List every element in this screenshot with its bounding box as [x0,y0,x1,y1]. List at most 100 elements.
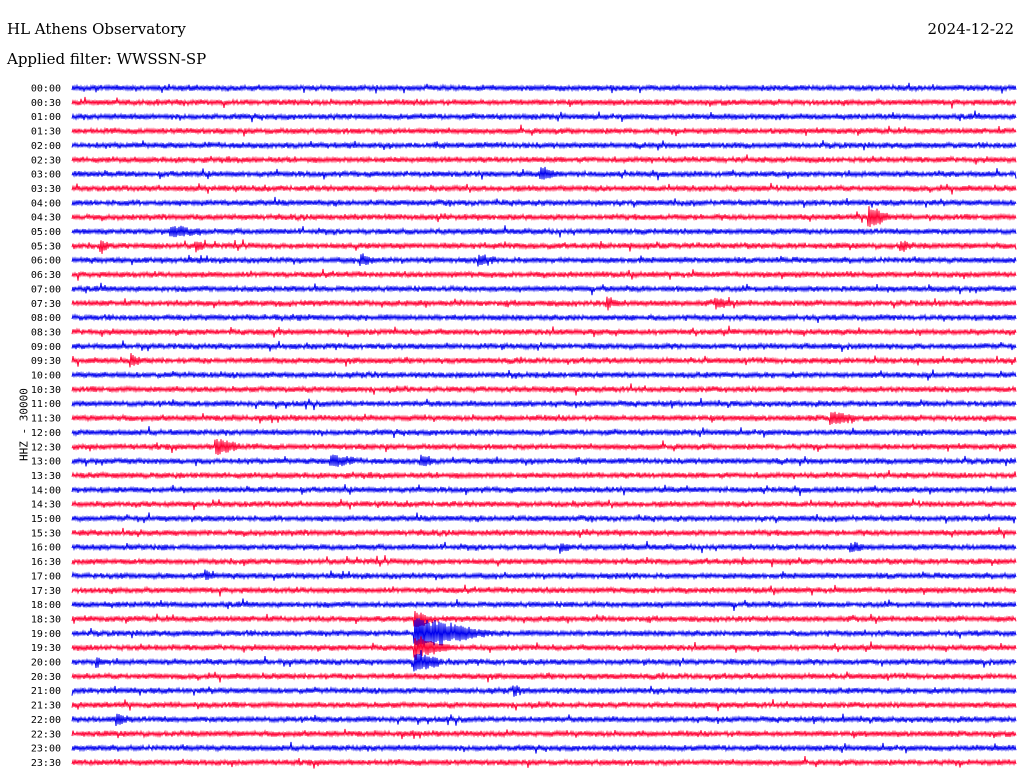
seismic-trace [71,239,1017,254]
row-time-label: 11:00 [31,399,61,410]
row-time-label: 04:30 [31,213,61,224]
seismic-trace [71,196,1017,208]
row-time-label: 20:00 [31,658,61,669]
row-time-label: 08:00 [31,313,61,324]
seismic-trace [71,268,1017,281]
row-time-label: 16:00 [31,543,61,554]
row-time-label: 02:30 [31,155,61,166]
row-time-label: 02:00 [31,141,61,152]
seismic-trace [71,353,1017,368]
seismic-trace [71,166,1017,181]
seismic-trace [71,325,1017,338]
seismic-trace [71,618,1017,649]
row-time-label: 13:00 [31,457,61,468]
row-time-label: 06:30 [31,270,61,281]
row-time-label: 01:00 [31,112,61,123]
row-time-label: 03:00 [31,170,61,181]
seismic-trace [71,154,1017,165]
row-time-label: 17:30 [31,586,61,597]
seismic-trace [71,470,1017,481]
row-time-label: 18:00 [31,600,61,611]
row-time-label: 01:30 [31,127,61,138]
row-time-label: 12:30 [31,442,61,453]
filter-label: Applied filter: WWSSN-SP [7,50,207,68]
seismic-trace [71,426,1017,438]
row-time-label: 15:00 [31,514,61,525]
seismic-trace [71,555,1017,568]
row-time-label: 11:30 [31,414,61,425]
seismic-trace [71,282,1017,296]
row-time-label: 23:00 [31,744,61,755]
row-time-label: 09:00 [31,342,61,353]
seismic-trace [71,124,1017,137]
row-time-label: 10:00 [31,371,61,382]
seismic-trace [71,206,1017,228]
date-label: 2024-12-22 [927,20,1014,38]
row-time-label: 07:30 [31,299,61,310]
seismic-trace [71,369,1017,381]
seismic-trace [71,313,1017,323]
seismic-trace [71,411,1017,425]
row-time-label: 19:00 [31,629,61,640]
seismic-trace [71,383,1017,396]
seismic-trace [71,225,1017,238]
seismic-trace [71,110,1017,123]
seismic-trace [71,598,1017,611]
row-time-label: 22:30 [31,729,61,740]
row-time-label: 08:30 [31,327,61,338]
row-time-label: 22:00 [31,715,61,726]
row-time-label: 23:30 [31,758,61,769]
row-time-label: 04:00 [31,198,61,209]
row-time-label: 06:00 [31,256,61,267]
row-time-label: 14:30 [31,500,61,511]
seismic-trace [71,96,1017,109]
seismic-trace [71,636,1017,661]
seismic-trace [71,82,1017,94]
seismic-trace [71,713,1017,727]
row-time-label: 16:30 [31,557,61,568]
seismic-trace [71,699,1017,712]
row-time-label: 21:30 [31,701,61,712]
seismic-trace [71,484,1017,497]
row-time-label: 05:30 [31,241,61,252]
row-time-label: 18:30 [31,614,61,625]
seismic-trace [71,498,1017,511]
seismic-trace [71,728,1017,740]
seismic-trace [71,527,1017,539]
seismic-trace [71,512,1017,524]
seismic-trace [71,253,1017,267]
row-time-label: 10:30 [31,385,61,396]
seismic-trace [71,454,1017,467]
seismic-trace [71,438,1017,456]
seismic-trace [71,569,1017,581]
row-time-label: 09:30 [31,356,61,367]
row-time-label: 00:30 [31,98,61,109]
station-title: HL Athens Observatory [7,20,186,38]
row-time-label: 19:30 [31,643,61,654]
seismic-trace [71,182,1017,195]
seismic-trace [71,741,1017,754]
seismic-trace [71,296,1017,311]
seismic-trace [71,610,1017,627]
seismic-trace [71,140,1017,151]
row-time-label: 21:00 [31,686,61,697]
row-time-label: 14:00 [31,485,61,496]
seismic-trace [71,340,1017,352]
seismic-trace [71,584,1017,597]
row-time-label: 03:30 [31,184,61,195]
row-time-label: 05:00 [31,227,61,238]
seismic-trace [71,756,1017,769]
row-time-label: 15:30 [31,528,61,539]
row-time-label: 07:00 [31,284,61,295]
row-time-label: 13:30 [31,471,61,482]
seismic-trace [71,397,1017,411]
seismic-trace [71,540,1017,554]
row-time-label: 17:00 [31,571,61,582]
row-time-label: 20:30 [31,672,61,683]
seismic-trace [71,685,1017,697]
seismic-trace [71,650,1017,672]
row-time-label: 12:00 [31,428,61,439]
seismic-trace [71,671,1017,683]
